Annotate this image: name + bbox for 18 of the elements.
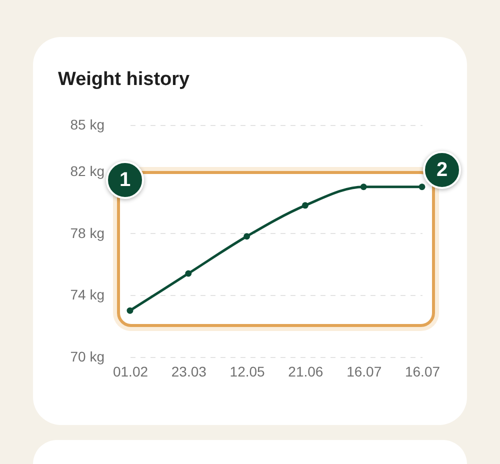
x-tick-label: 01.02	[112, 364, 148, 380]
point	[418, 184, 426, 190]
point	[185, 270, 192, 277]
y-tick-label: 82 kg	[70, 162, 104, 179]
x-tick-label: 21.06	[288, 364, 324, 380]
x-tick-label: 16.07	[346, 364, 382, 380]
y-tick-label: 85 kg	[70, 116, 104, 132]
chart-title: Weight history	[58, 69, 190, 90]
point	[360, 184, 367, 190]
x-tick-label: 23.03	[171, 364, 207, 380]
y-tick-label: 74 kg	[70, 286, 104, 303]
point	[244, 233, 250, 240]
point	[302, 202, 308, 209]
point	[126, 307, 134, 314]
x-tick-label: 12.05	[230, 364, 266, 380]
y-tick-label: 70 kg	[70, 348, 104, 364]
y-tick-label: 78 kg	[70, 224, 104, 241]
x-tick-label: 16.07	[404, 364, 440, 380]
